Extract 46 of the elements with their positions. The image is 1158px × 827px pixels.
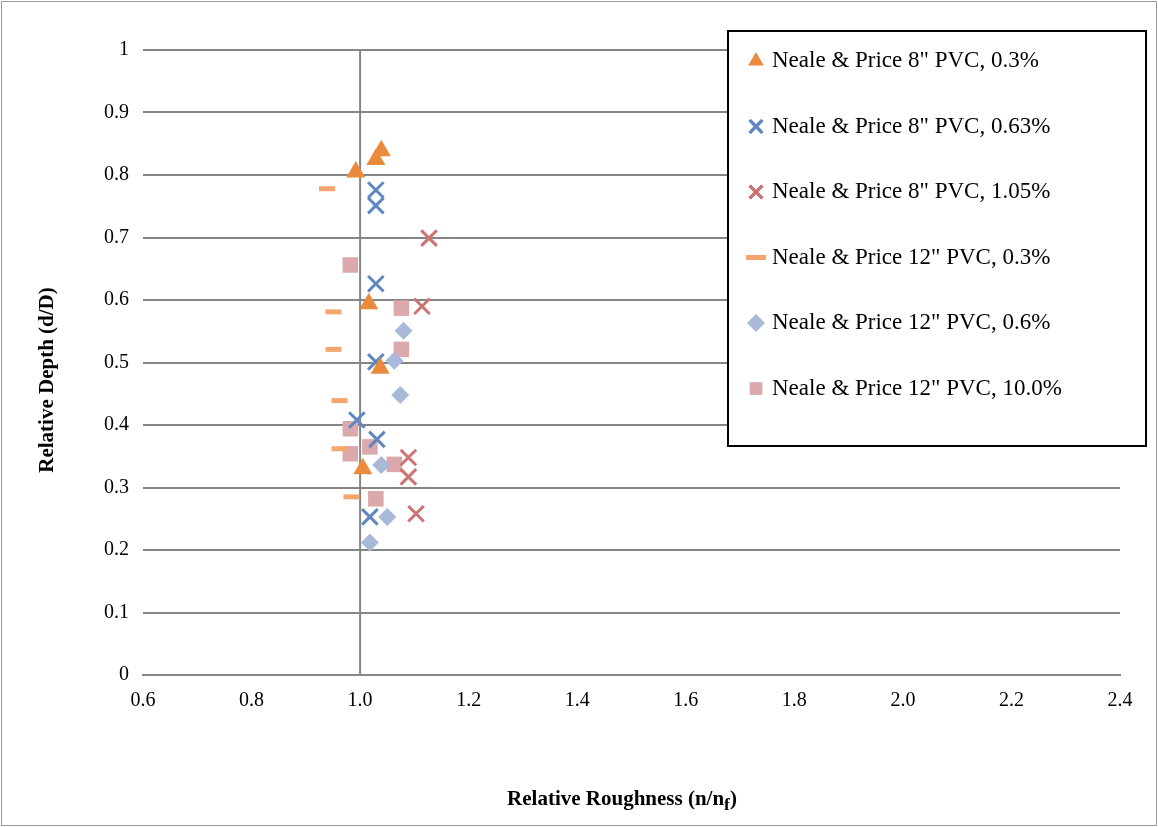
point xyxy=(342,445,359,462)
x-tick-label: 2.4 xyxy=(1107,688,1133,711)
y-tick-label: 0.3 xyxy=(104,474,129,497)
y-tick-label: 0.9 xyxy=(104,99,129,122)
point xyxy=(366,274,386,294)
x-tick-label: 1.8 xyxy=(781,688,807,711)
point xyxy=(391,386,410,404)
y-tick-label: 0.5 xyxy=(104,349,129,372)
y-tick-label: 0.2 xyxy=(104,537,129,560)
x-tick-label: 1.2 xyxy=(456,688,482,711)
point xyxy=(393,300,410,316)
x-tick-label: 1.6 xyxy=(673,688,699,711)
point xyxy=(347,410,367,430)
legend-label: Neale & Price 12" PVC, 10.0% xyxy=(772,374,1062,400)
y-tick-label: 1 xyxy=(119,37,129,60)
point xyxy=(394,321,413,340)
point xyxy=(366,352,386,372)
y-tick-label: 0.8 xyxy=(104,162,129,185)
point xyxy=(372,456,391,474)
point xyxy=(360,507,380,527)
point xyxy=(368,490,384,507)
y-tick-label: 0.1 xyxy=(104,599,129,622)
x-tick-label: 1.0 xyxy=(347,688,373,711)
point xyxy=(419,228,439,248)
point xyxy=(412,296,432,316)
point xyxy=(360,533,379,552)
x-tick-label: 0.8 xyxy=(239,688,265,711)
x-axis-title: Relative Roughness (n/n$_{f}$) xyxy=(506,786,738,816)
x-tick-label: 2.2 xyxy=(998,688,1024,711)
y-tick-label: 0 xyxy=(119,662,129,685)
y-axis-title: Relative Depth (d/D) xyxy=(33,287,59,473)
y-tick-label: 0.7 xyxy=(104,224,129,247)
x-tick-label: 1.4 xyxy=(564,688,590,711)
point xyxy=(342,257,359,273)
legend-label: Neale & Price 8" PVC, 0.63% xyxy=(772,112,1051,138)
legend-label: Neale & Price 12" PVC, 0.3% xyxy=(772,243,1051,269)
legend-label: Neale & Price 8" PVC, 0.3% xyxy=(772,47,1039,73)
point xyxy=(367,430,387,449)
point xyxy=(385,351,404,370)
y-tick-label: 0.6 xyxy=(104,287,129,310)
point xyxy=(378,507,397,526)
legend-label: Neale & Price 8" PVC, 1.05% xyxy=(772,178,1051,204)
x-tick-label: 2.0 xyxy=(890,688,916,711)
point xyxy=(406,504,426,524)
legend-label: Neale & Price 12" PVC, 0.6% xyxy=(772,309,1051,335)
y-tick-label: 0.4 xyxy=(104,412,129,435)
